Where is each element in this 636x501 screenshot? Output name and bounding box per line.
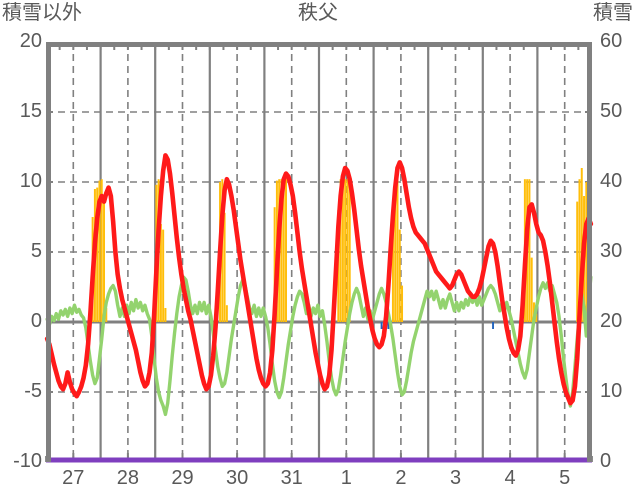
x-axis-tick: 27 (62, 467, 85, 489)
right-axis-tick: 20 (600, 310, 623, 332)
x-axis-tick: 2 (395, 467, 407, 489)
left-axis-tick: 5 (30, 240, 42, 262)
x-axis-tick: 4 (504, 467, 516, 489)
x-axis-tick: 5 (559, 467, 571, 489)
left-axis-tick: 15 (19, 100, 42, 122)
plot-area (44, 42, 594, 463)
left-axis-tick: 0 (30, 310, 42, 332)
right-axis-tick: 40 (600, 170, 623, 192)
left-axis-tick: 20 (19, 30, 42, 52)
x-axis-tick: 28 (116, 467, 140, 489)
left-axis-tick: -5 (24, 380, 42, 402)
right-axis-tick: 0 (600, 450, 612, 472)
left-axis-tick: 10 (19, 170, 42, 192)
x-axis-tick: 30 (225, 467, 249, 489)
right-axis-tick: 30 (600, 240, 623, 262)
x-axis-tick: 31 (280, 467, 303, 489)
data-layer (44, 153, 594, 463)
left-axis-tick: -10 (13, 450, 42, 472)
left-axis-unit-label: 積雪以外 (2, 2, 82, 24)
right-axis-tick: 50 (600, 100, 623, 122)
right-axis-unit-label: 積雪 (593, 2, 633, 24)
x-axis-tick: 1 (340, 467, 352, 489)
x-axis-tick: 3 (449, 467, 462, 489)
x-axis-tick: 29 (171, 467, 194, 489)
right-axis-tick: 10 (600, 380, 623, 402)
right-axis-tick: 60 (600, 30, 623, 52)
chart-title: 秩父 (298, 2, 338, 24)
